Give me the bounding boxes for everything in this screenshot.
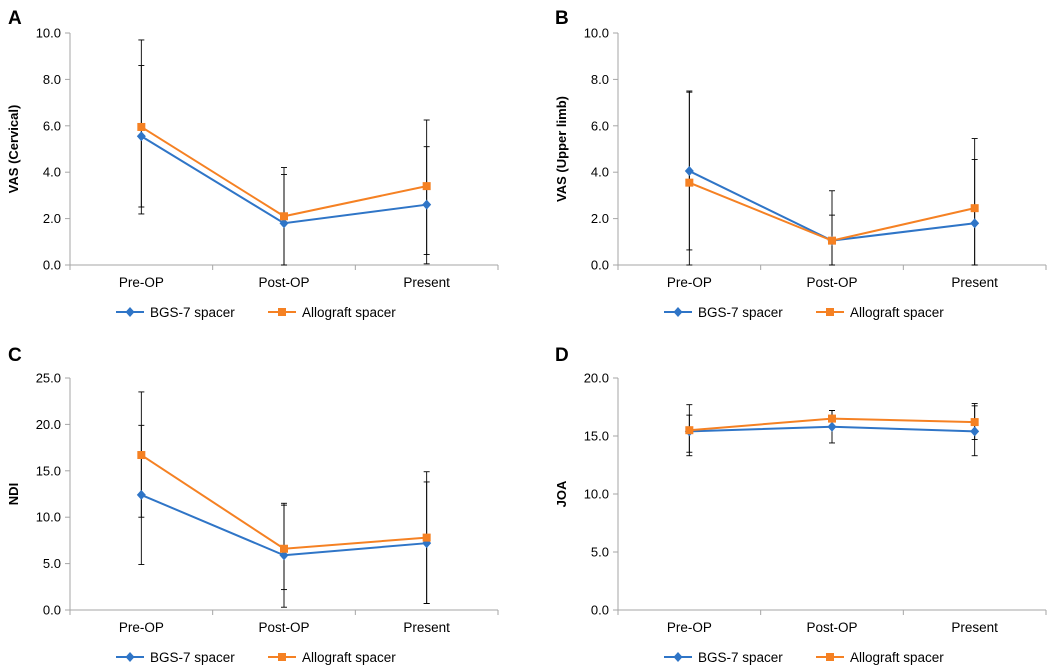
- data-point-bgs7: [136, 489, 146, 500]
- y-tick-label: 5.0: [43, 556, 61, 571]
- error-bar: [829, 190, 835, 266]
- x-tick-label: Post-OP: [258, 620, 309, 635]
- data-point-allograft: [422, 182, 431, 191]
- y-tick-label: 10.0: [36, 510, 61, 525]
- x-tick-label: Present: [403, 620, 450, 635]
- y-tick-label: 0.0: [43, 258, 61, 273]
- y-tick-label: 10.0: [36, 26, 61, 41]
- legend-swatch-marker: [125, 307, 135, 317]
- legend: BGS-7 spacer Allograft spacer: [664, 305, 944, 320]
- legend-swatch-marker: [673, 652, 683, 662]
- y-tick-label: 8.0: [43, 72, 61, 87]
- chart-panel-d: D 0.0 5.0 10.0 15.0 20.0 Pre-OP Post-OP Present J…: [554, 345, 1047, 665]
- panel-letter-c: C: [8, 345, 22, 366]
- y-tick-label: 2.0: [43, 211, 61, 226]
- error-bar: [971, 138, 978, 266]
- data-point-bgs7: [422, 199, 432, 210]
- data-point-allograft: [280, 544, 288, 553]
- legend-swatch-marker: [826, 308, 834, 316]
- x-tick-label: Present: [403, 275, 450, 290]
- y-tick-label: 20.0: [584, 371, 609, 386]
- data-point-bgs7: [279, 218, 289, 229]
- chart-panel-b: B 0.0 2.0 4.0 6.0 8.0 10.0 Pre-OP Post-OP Present…: [554, 8, 1047, 320]
- data-point-allograft: [685, 426, 694, 435]
- y-tick-label: 2.0: [591, 211, 609, 226]
- panel-letter-b: B: [555, 8, 569, 29]
- data-point-bgs7: [970, 218, 980, 229]
- legend-label: Allograft spacer: [850, 650, 944, 665]
- y-tick-label: 10.0: [584, 487, 609, 502]
- legend-swatch-marker: [125, 652, 135, 662]
- legend-label: Allograft spacer: [850, 305, 944, 320]
- data-point-allograft: [970, 204, 979, 213]
- y-tick-label: 6.0: [43, 118, 61, 133]
- legend-swatch-marker: [826, 653, 834, 661]
- legend-label: BGS-7 spacer: [698, 305, 783, 320]
- legend-label: BGS-7 spacer: [150, 305, 235, 320]
- legend-label: BGS-7 spacer: [150, 650, 235, 665]
- legend-label: Allograft spacer: [302, 650, 396, 665]
- y-tick-label: 20.0: [36, 417, 61, 432]
- y-tick-label: 0.0: [591, 603, 609, 618]
- y-axis-title: NDI: [6, 483, 21, 505]
- y-axis-title: VAS (Cervical): [6, 105, 21, 194]
- data-point-allograft: [422, 533, 431, 542]
- y-tick-label: 6.0: [591, 118, 609, 133]
- legend-label: BGS-7 spacer: [698, 650, 783, 665]
- x-tick-label: Post-OP: [806, 275, 857, 290]
- x-tick-label: Present: [951, 275, 998, 290]
- panel-letter-a: A: [8, 8, 22, 29]
- x-tick-label: Pre-OP: [119, 275, 164, 290]
- y-axis-title: JOA: [554, 480, 569, 507]
- y-tick-label: 5.0: [591, 545, 609, 560]
- y-tick-label: 8.0: [591, 72, 609, 87]
- x-tick-label: Pre-OP: [667, 620, 712, 635]
- legend-swatch-marker: [278, 308, 286, 316]
- error-bar: [686, 90, 693, 266]
- data-point-allograft: [685, 178, 694, 187]
- chart-panel-c: C 0.0 5.0 10.0 15.0 20.0 25.0 Pre-OP Post-OP Pres…: [6, 345, 499, 665]
- y-tick-label: 10.0: [584, 26, 609, 41]
- data-point-allograft: [137, 451, 146, 460]
- y-tick-label: 4.0: [591, 165, 609, 180]
- x-tick-label: Post-OP: [806, 620, 857, 635]
- x-tick-label: Pre-OP: [667, 275, 712, 290]
- data-point-allograft: [280, 212, 288, 221]
- data-point-allograft: [137, 122, 146, 131]
- data-point-allograft: [828, 414, 836, 423]
- legend-label: Allograft spacer: [302, 305, 396, 320]
- data-point-bgs7: [827, 421, 837, 432]
- data-point-bgs7: [970, 426, 980, 437]
- data-point-allograft: [970, 418, 979, 427]
- y-tick-label: 15.0: [584, 429, 609, 444]
- legend: BGS-7 spacer Allograft spacer: [116, 650, 396, 665]
- legend-swatch-marker: [278, 653, 286, 661]
- data-point-allograft: [828, 236, 836, 245]
- y-axis-title: VAS (Upper limb): [554, 96, 569, 202]
- legend: BGS-7 spacer Allograft spacer: [664, 650, 944, 665]
- y-tick-label: 15.0: [36, 463, 61, 478]
- y-tick-label: 0.0: [43, 603, 61, 618]
- x-tick-label: Pre-OP: [119, 620, 164, 635]
- y-tick-label: 0.0: [591, 258, 609, 273]
- data-point-bgs7: [684, 166, 694, 177]
- y-tick-label: 25.0: [36, 371, 61, 386]
- chart-panel-a: A 0.0 2.0 4.0 6.0 8.0 10.0 Pre-OP Post-OP Present…: [6, 8, 499, 320]
- x-tick-label: Post-OP: [258, 275, 309, 290]
- y-tick-label: 4.0: [43, 165, 61, 180]
- data-point-bgs7: [136, 131, 146, 142]
- legend: BGS-7 spacer Allograft spacer: [116, 305, 396, 320]
- panel-letter-d: D: [555, 345, 569, 366]
- legend-swatch-marker: [673, 307, 683, 317]
- x-tick-label: Present: [951, 620, 998, 635]
